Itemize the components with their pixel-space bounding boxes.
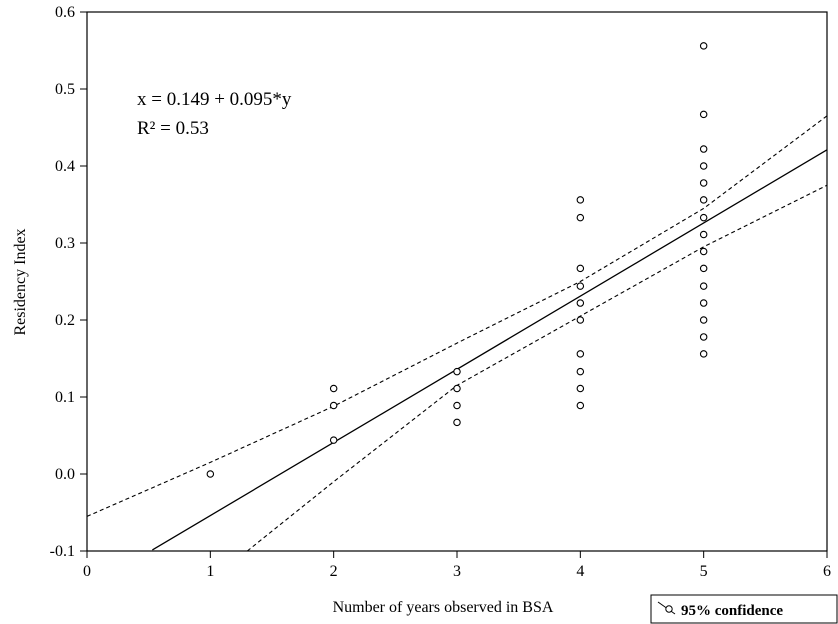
x-tick-label: 1 bbox=[206, 563, 214, 580]
data-point bbox=[699, 110, 708, 119]
data-point bbox=[699, 179, 708, 187]
data-point bbox=[453, 384, 461, 393]
data-point bbox=[576, 384, 585, 393]
confidence-upper-line bbox=[86, 115, 828, 517]
data-point bbox=[576, 299, 585, 307]
x-tick-label: 0 bbox=[83, 563, 91, 580]
x-tick-label: 2 bbox=[330, 563, 338, 580]
y-tick-label: 0.5 bbox=[55, 81, 75, 98]
data-point bbox=[576, 282, 585, 290]
data-point bbox=[699, 162, 708, 170]
regression-line bbox=[152, 149, 828, 551]
x-tick-label: 3 bbox=[453, 563, 461, 580]
data-point bbox=[453, 418, 461, 427]
data-points bbox=[206, 42, 708, 478]
data-point bbox=[699, 264, 708, 273]
x-axis-ticks: 0 1 2 3 4 5 6 bbox=[83, 551, 831, 580]
regression-line-group bbox=[152, 149, 828, 551]
data-point bbox=[699, 42, 708, 50]
y-tick-label: 0.2 bbox=[55, 312, 75, 329]
plot-frame bbox=[86, 11, 828, 552]
data-point bbox=[453, 367, 461, 376]
data-point bbox=[699, 333, 708, 341]
x-axis-title: Number of years observed in BSA bbox=[333, 599, 554, 616]
y-tick-label: 0.0 bbox=[55, 466, 75, 483]
y-axis-title: Residency Index bbox=[12, 228, 29, 335]
annotation-r-squared: R² = 0.53 bbox=[137, 118, 209, 139]
data-point bbox=[329, 384, 338, 393]
data-point bbox=[576, 264, 585, 273]
annotation-equation: x = 0.149 + 0.095*y bbox=[137, 89, 292, 110]
x-tick-label: 6 bbox=[823, 563, 831, 580]
x-tick-label: 5 bbox=[700, 563, 708, 580]
data-point bbox=[206, 470, 215, 478]
legend-label: 95% confidence bbox=[681, 603, 783, 619]
data-point bbox=[576, 367, 585, 376]
y-tick-label: 0.4 bbox=[55, 158, 75, 175]
data-point bbox=[699, 213, 708, 222]
x-tick-label: 4 bbox=[576, 563, 584, 580]
data-point bbox=[699, 299, 708, 307]
data-point bbox=[699, 196, 708, 204]
data-point bbox=[576, 316, 585, 324]
data-point bbox=[576, 350, 585, 358]
data-point bbox=[699, 282, 708, 290]
data-point bbox=[576, 196, 585, 204]
data-point bbox=[576, 213, 585, 222]
y-tick-label: -0.1 bbox=[50, 543, 75, 560]
data-point bbox=[699, 350, 708, 358]
data-point bbox=[699, 247, 708, 256]
legend: 95% confidence bbox=[650, 594, 838, 624]
confidence-bands bbox=[86, 115, 828, 552]
y-tick-label: 0.3 bbox=[55, 235, 75, 252]
data-point bbox=[576, 401, 585, 410]
legend-box bbox=[650, 594, 838, 624]
legend-marker-icon bbox=[665, 605, 673, 613]
y-tick-label: 0.6 bbox=[55, 4, 75, 21]
data-point bbox=[699, 230, 708, 239]
confidence-lower-line bbox=[246, 184, 828, 552]
data-point bbox=[329, 401, 338, 410]
data-point bbox=[453, 401, 461, 410]
y-axis-ticks: -0.1 0.0 0.1 0.2 0.3 0.4 0.5 0.6 bbox=[50, 4, 87, 560]
data-point bbox=[699, 316, 708, 324]
data-point bbox=[699, 145, 708, 153]
data-point bbox=[329, 436, 338, 444]
y-tick-label: 0.1 bbox=[55, 389, 75, 406]
